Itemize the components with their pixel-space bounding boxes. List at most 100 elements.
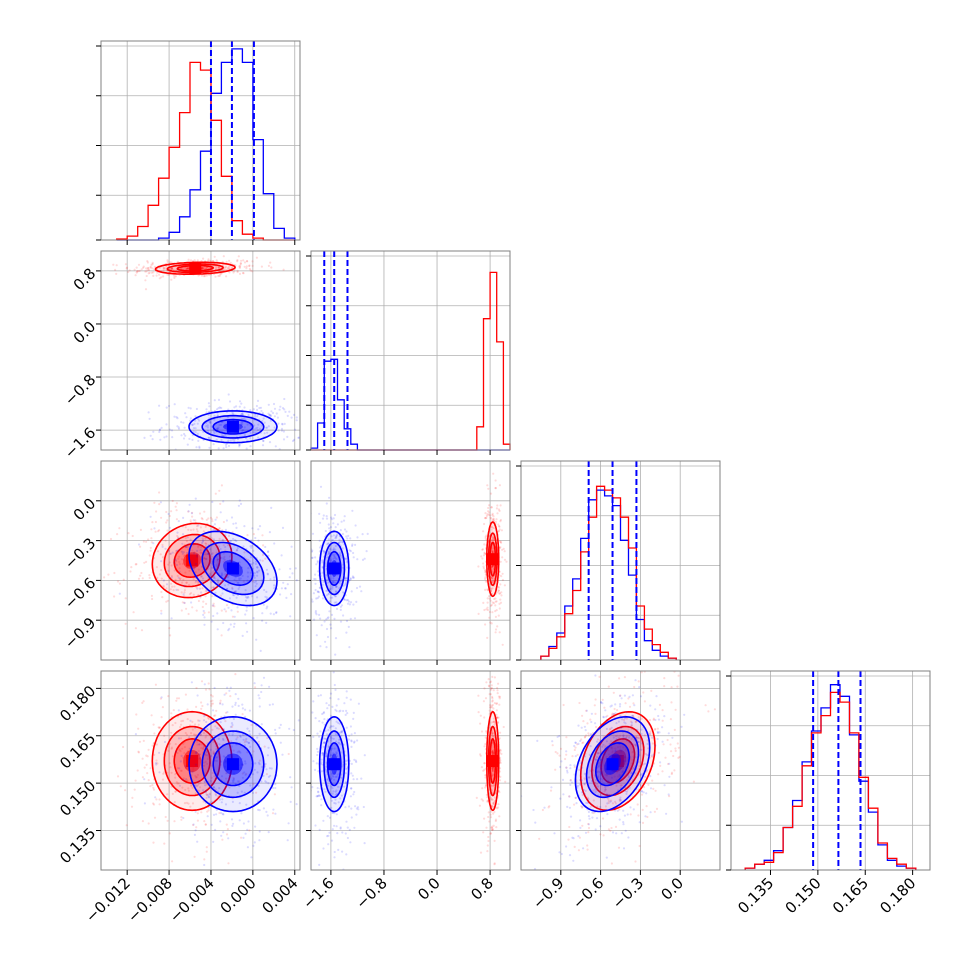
sample-point — [622, 847, 626, 850]
sample-point — [624, 736, 628, 739]
sample-point — [638, 821, 641, 824]
sample-point — [221, 812, 224, 816]
sample-point — [198, 587, 201, 590]
sample-point — [330, 737, 333, 740]
sample-point — [491, 665, 493, 667]
sample-point — [228, 627, 231, 630]
sample-point — [363, 842, 366, 845]
sample-point — [490, 798, 493, 801]
sample-point — [605, 719, 609, 722]
sample-point — [622, 770, 625, 773]
sample-point — [612, 712, 615, 716]
sample-point — [262, 774, 265, 778]
sample-point — [203, 781, 206, 784]
sample-point — [652, 787, 655, 791]
sample-point — [330, 518, 333, 521]
sample-point — [604, 788, 607, 791]
sample-point — [205, 793, 208, 796]
sample-point — [343, 515, 346, 518]
sample-point — [115, 264, 118, 267]
sample-point — [605, 793, 609, 796]
sample-point — [496, 512, 499, 515]
sample-point — [170, 574, 173, 578]
sample-point — [263, 432, 266, 435]
sample-point — [213, 414, 216, 417]
sample-point — [178, 784, 181, 787]
sample-point — [635, 736, 638, 740]
sample-point — [196, 743, 199, 746]
sample-point — [484, 623, 487, 626]
sample-point — [194, 792, 197, 795]
sample-point — [220, 634, 223, 637]
sample-point — [301, 434, 303, 436]
sample-point — [325, 517, 329, 520]
sample-point — [186, 718, 189, 721]
sample-point — [500, 591, 503, 594]
sample-point — [220, 581, 223, 584]
sample-point — [322, 514, 325, 517]
sample-point — [325, 755, 328, 758]
sample-point — [490, 603, 493, 607]
sample-point — [498, 525, 501, 528]
sample-point — [627, 667, 629, 669]
sample-point — [345, 853, 348, 856]
sample-point — [262, 603, 265, 606]
contour-line — [201, 730, 265, 799]
sample-point — [199, 526, 202, 529]
sample-point — [652, 717, 656, 720]
sample-point — [494, 487, 497, 490]
sample-point — [491, 580, 494, 584]
sample-point — [608, 793, 611, 796]
sample-point — [581, 793, 584, 797]
sample-point — [345, 896, 347, 898]
sample-point — [536, 739, 539, 743]
sample-point — [198, 512, 202, 515]
sample-point — [314, 824, 317, 827]
sample-point — [327, 843, 330, 846]
sample-point — [260, 723, 263, 726]
sample-point — [345, 709, 348, 713]
sample-point — [224, 803, 228, 806]
sample-point — [346, 602, 350, 605]
sample-point — [319, 485, 323, 488]
sample-point — [599, 805, 602, 809]
sample-point — [352, 556, 355, 559]
sample-point — [573, 764, 576, 767]
sample-point — [169, 766, 172, 769]
sample-point — [152, 786, 155, 789]
sample-point — [484, 786, 487, 789]
sample-point — [219, 511, 222, 514]
sample-point — [214, 714, 217, 717]
sample-point — [485, 534, 488, 537]
density-panel — [116, 673, 300, 870]
sample-point — [345, 767, 348, 771]
sample-point — [633, 685, 636, 689]
sample-point — [318, 794, 321, 798]
sample-point — [251, 580, 254, 583]
sample-point — [610, 776, 614, 779]
sample-point — [214, 828, 217, 831]
sample-point — [238, 405, 241, 408]
sample-point — [611, 750, 614, 753]
sample-point — [175, 549, 178, 553]
sample-point — [211, 699, 214, 702]
sample-point — [256, 596, 259, 599]
sample-point — [208, 688, 211, 691]
sample-point — [267, 554, 270, 557]
sample-point — [596, 752, 599, 755]
sample-point — [168, 832, 171, 835]
sample-point — [206, 429, 210, 432]
sample-point — [270, 266, 273, 269]
sample-point — [324, 640, 327, 643]
sample-point — [284, 587, 287, 590]
sample-point — [174, 743, 177, 746]
sample-point — [588, 776, 591, 779]
sample-point — [185, 416, 188, 419]
sample-point — [238, 400, 242, 403]
sample-point — [492, 812, 495, 815]
contour-line — [212, 418, 254, 435]
sample-point — [588, 817, 591, 820]
sample-point — [233, 270, 236, 273]
sample-point — [212, 783, 215, 786]
sample-point — [589, 745, 592, 748]
